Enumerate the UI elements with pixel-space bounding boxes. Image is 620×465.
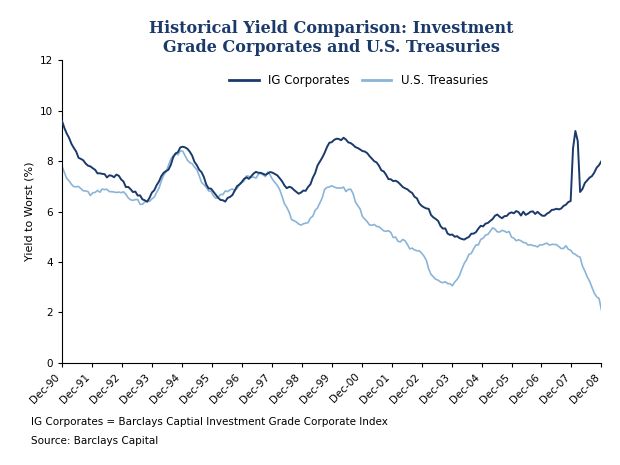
U.S. Treasuries [383,228,390,234]
IG Corporates [461,237,468,242]
Title: Historical Yield Comparison: Investment
Grade Corporates and U.S. Treasuries: Historical Yield Comparison: Investment … [149,20,514,56]
IG Corporates [383,172,390,178]
IG Corporates [321,150,329,156]
U.S. Treasuries [198,179,205,185]
Text: IG Corporates = Barclays Captial Investment Grade Corporate Index: IG Corporates = Barclays Captial Investm… [31,418,388,427]
U.S. Treasuries [143,199,151,204]
IG Corporates [380,169,388,174]
U.S. Treasuries [58,164,66,169]
U.S. Treasuries [323,185,330,190]
U.S. Treasuries [598,307,605,312]
U.S. Treasuries [385,228,392,233]
Line: IG Corporates: IG Corporates [62,121,601,239]
Y-axis label: Yield to Worst (%): Yield to Worst (%) [24,162,34,261]
IG Corporates [143,199,151,205]
Line: U.S. Treasuries: U.S. Treasuries [62,151,601,310]
IG Corporates [598,159,605,164]
IG Corporates [543,211,551,217]
Text: Source: Barclays Capital: Source: Barclays Capital [31,436,158,446]
IG Corporates [58,118,66,124]
U.S. Treasuries [543,240,551,246]
IG Corporates [195,167,203,173]
Legend: IG Corporates, U.S. Treasuries: IG Corporates, U.S. Treasuries [224,69,493,92]
U.S. Treasuries [177,148,184,154]
